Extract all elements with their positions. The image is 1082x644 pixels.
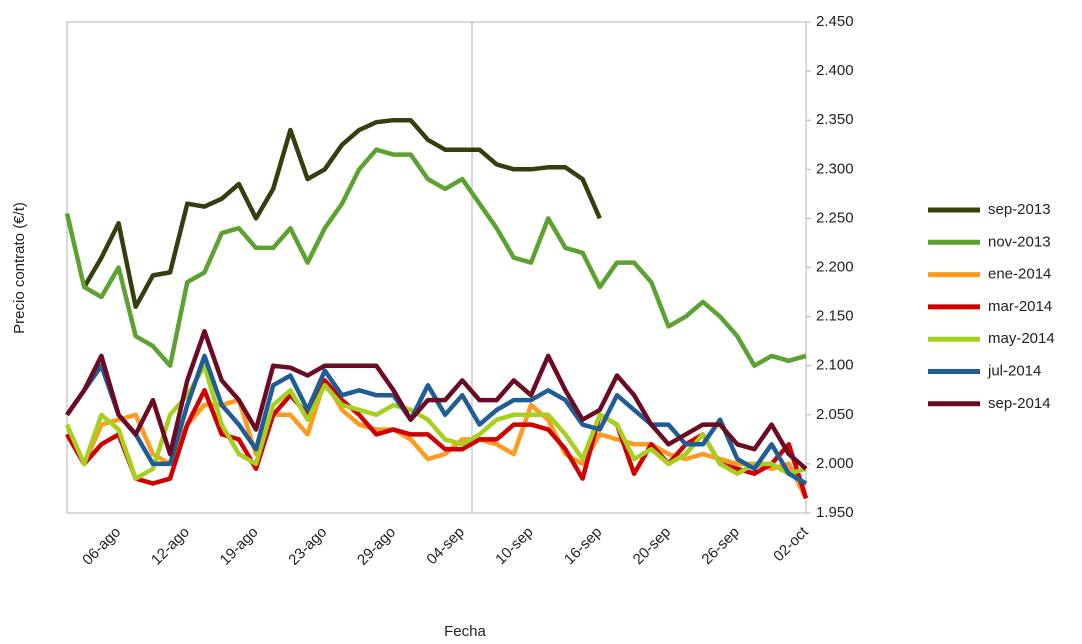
y-tick-label: 2.250 xyxy=(816,209,854,226)
x-tick-label: 20-sep xyxy=(630,524,674,568)
x-tick-label: 04-sep xyxy=(423,524,467,568)
y-tick-label: 2.300 xyxy=(816,160,854,177)
x-tick-label: 23-ago xyxy=(285,524,330,569)
y-tick-label: 2.400 xyxy=(816,62,854,79)
legend-label: jul-2014 xyxy=(987,362,1041,379)
x-tick-label: 06-ago xyxy=(79,524,124,569)
x-tick-label: 26-sep xyxy=(698,524,742,568)
y-tick-label: 2.100 xyxy=(816,357,854,374)
y-tick-label: 2.050 xyxy=(816,406,854,423)
y-tick-label: 2.200 xyxy=(816,258,854,275)
x-axis-title: Fecha xyxy=(444,623,486,640)
series-line xyxy=(82,117,602,310)
x-tick-label: 10-sep xyxy=(492,524,536,568)
legend-label: nov-2013 xyxy=(988,233,1051,250)
y-tick-label: 2.000 xyxy=(816,455,854,472)
y-tick-label: 2.350 xyxy=(816,111,854,128)
legend-label: sep-2013 xyxy=(988,201,1051,218)
legend-label: sep-2014 xyxy=(988,395,1051,412)
legend-label: may-2014 xyxy=(988,330,1055,347)
y-tick-label: 2.150 xyxy=(816,308,854,325)
series-line xyxy=(65,378,809,499)
series-line xyxy=(65,329,808,471)
legend-label: mar-2014 xyxy=(988,298,1052,315)
series-line xyxy=(64,147,807,368)
x-tick-label: 12-ago xyxy=(148,524,193,569)
x-tick-label: 02-oct xyxy=(770,523,812,565)
x-tick-label: 19-ago xyxy=(217,524,262,569)
y-axis-title: Precio contrato (€/t) xyxy=(11,202,28,334)
legend-label: ene-2014 xyxy=(988,266,1051,283)
y-tick-label: 1.950 xyxy=(816,504,854,521)
y-tick-label: 2.450 xyxy=(816,13,854,30)
x-tick-label: 29-ago xyxy=(354,524,399,569)
x-tick-label: 16-sep xyxy=(561,524,605,568)
